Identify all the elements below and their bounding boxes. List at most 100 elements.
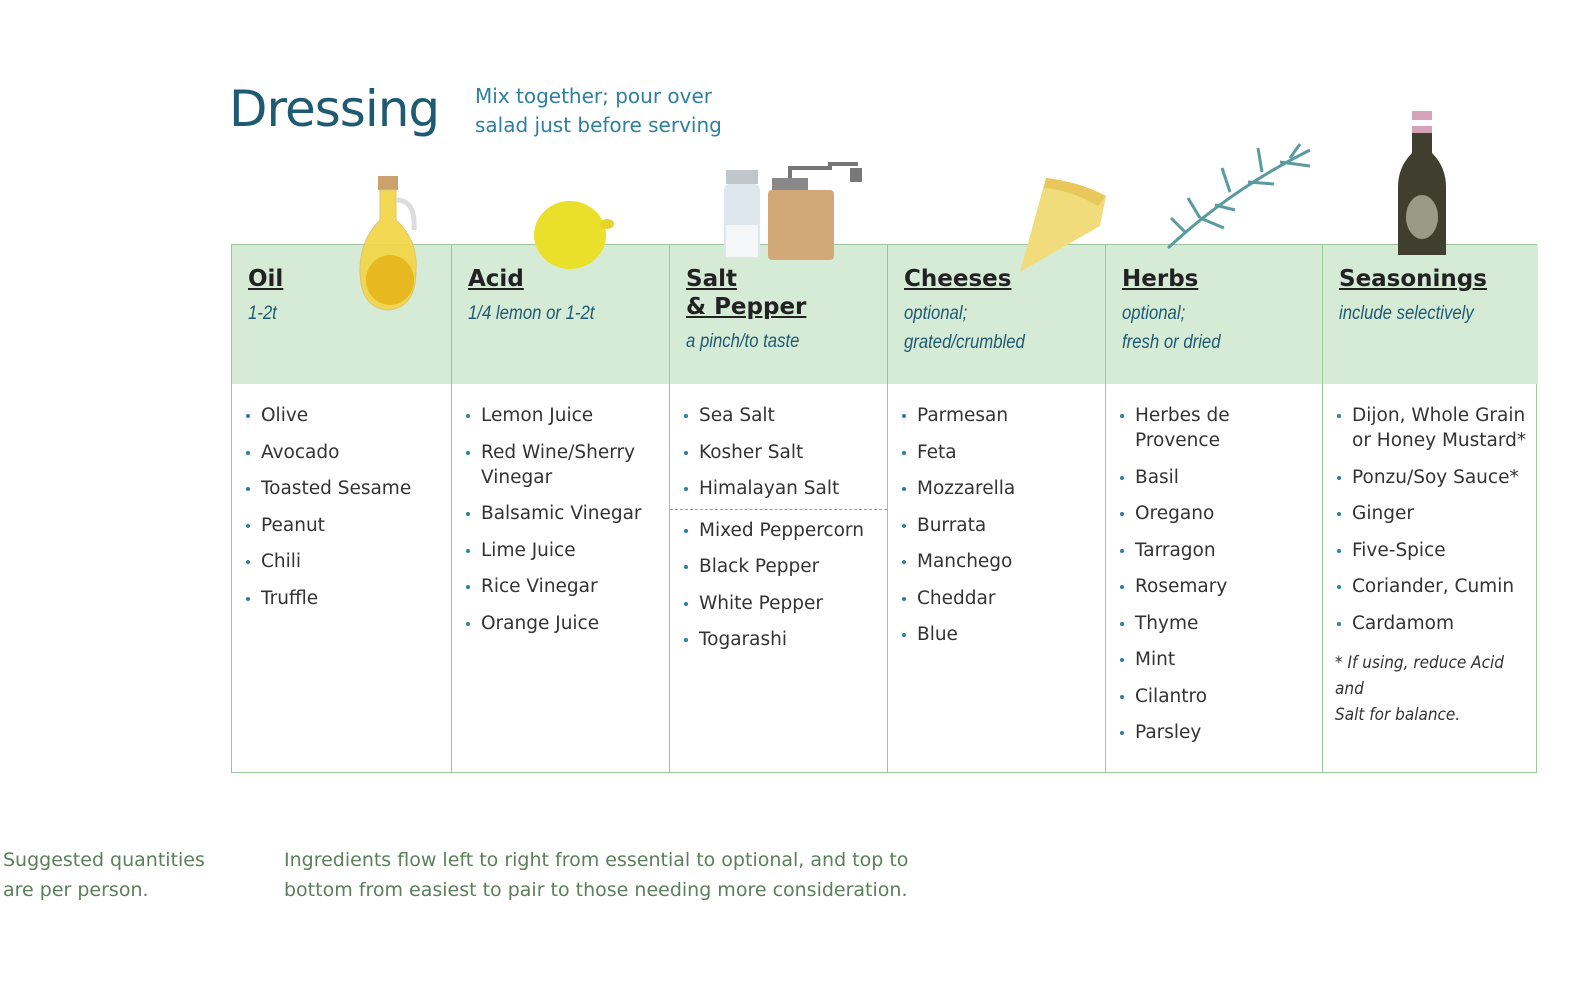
column-header: Salt & Pepper a pinch/to taste bbox=[670, 245, 887, 384]
column-title: Acid bbox=[468, 265, 669, 293]
column-note: a pinch/to taste bbox=[686, 327, 887, 356]
ingredient-list: Lemon Juice Red Wine/Sherry Vinegar Balsam… bbox=[452, 384, 669, 636]
footnote-line: Salt for balance. bbox=[1335, 704, 1461, 725]
ingredient: Burrata bbox=[900, 513, 1097, 538]
column: Cheeses optional; grated/crumbled Parmesan F… bbox=[887, 245, 1105, 772]
column-title-line: Cheeses bbox=[904, 266, 1012, 292]
ingredient: Herbes de Provence bbox=[1118, 403, 1314, 453]
ingredient: Balsamic Vinegar bbox=[464, 501, 661, 526]
column-title: Seasonings bbox=[1339, 265, 1538, 293]
ingredient: Mixed Peppercorn bbox=[682, 518, 879, 543]
column: Seasonings include selectively Dijon, Whol… bbox=[1322, 245, 1538, 772]
ingredient: Black Pepper bbox=[682, 554, 879, 579]
ingredient: Five-Spice bbox=[1335, 538, 1530, 563]
column-title: Cheeses bbox=[904, 265, 1105, 293]
column-title-line: Acid bbox=[468, 266, 524, 292]
column-note-line: a pinch/to taste bbox=[686, 331, 800, 352]
column-header: Acid 1/4 lemon or 1-2t bbox=[452, 245, 669, 384]
footer-note: Ingredients flow left to right from esse… bbox=[284, 845, 908, 905]
rosemary bbox=[1166, 143, 1311, 250]
footer-line: Ingredients flow left to right from esse… bbox=[284, 849, 909, 871]
footer-line: Suggested quantities bbox=[3, 849, 205, 871]
column-title-line: Oil bbox=[248, 266, 284, 292]
column-note: optional; fresh or dried bbox=[1122, 299, 1322, 357]
column: Oil 1-2t Olive Avocado Toasted Sesame Peanut C… bbox=[232, 245, 451, 772]
ingredient-list: Herbes de Provence Basil Oregano Tarragon Ro… bbox=[1106, 384, 1322, 745]
ingredient-list: Dijon, Whole Grain or Honey Mustard* Ponz… bbox=[1323, 384, 1538, 728]
footnote-line: * If using, reduce Acid and bbox=[1335, 652, 1504, 699]
ingredient: Lemon Juice bbox=[464, 403, 661, 428]
ingredient: Basil bbox=[1118, 465, 1314, 490]
ingredient: Oregano bbox=[1118, 501, 1314, 526]
ingredient: Truffle bbox=[244, 586, 443, 611]
column-header: Seasonings include selectively bbox=[1323, 245, 1538, 384]
ingredient: Kosher Salt bbox=[682, 440, 879, 465]
ingredient: Cardamom bbox=[1335, 611, 1530, 636]
ingredient: Olive bbox=[244, 403, 443, 428]
ingredient: Cilantro bbox=[1118, 684, 1314, 709]
footnote: * If using, reduce Acid and Salt for bala… bbox=[1335, 650, 1511, 728]
column-header: Herbs optional; fresh or dried bbox=[1106, 245, 1322, 384]
subtitle: Mix together; pour over salad just befor… bbox=[475, 82, 722, 140]
ingredient: Chili bbox=[244, 549, 443, 574]
column-note-line: 1/4 lemon or 1-2t bbox=[468, 303, 595, 324]
ingredient: Peanut bbox=[244, 513, 443, 538]
column-note: optional; grated/crumbled bbox=[904, 299, 1105, 357]
ingredient: Lime Juice bbox=[464, 538, 661, 563]
ingredient: Blue bbox=[900, 622, 1097, 647]
column-note-line: optional; bbox=[1122, 303, 1186, 324]
ingredient: Himalayan Salt bbox=[682, 476, 879, 501]
subtitle-line: Mix together; pour over bbox=[475, 84, 713, 108]
column-note: 1-2t bbox=[248, 299, 451, 328]
ingredient: Ginger bbox=[1335, 501, 1530, 526]
ingredient: Cheddar bbox=[900, 586, 1097, 611]
column-note-line: grated/crumbled bbox=[904, 332, 1025, 353]
seasoning-bottle bbox=[1398, 111, 1446, 255]
column-note-line: 1-2t bbox=[248, 303, 277, 324]
ingredient-table: Oil 1-2t Olive Avocado Toasted Sesame Peanut C… bbox=[231, 244, 1538, 773]
title: Dressing bbox=[229, 80, 440, 138]
column-note-line: fresh or dried bbox=[1122, 332, 1221, 353]
column-note: 1/4 lemon or 1-2t bbox=[468, 299, 669, 328]
ingredient: Manchego bbox=[900, 549, 1097, 574]
ingredient: Rosemary bbox=[1118, 574, 1314, 599]
ingredient: White Pepper bbox=[682, 591, 879, 616]
column-title-line: Salt bbox=[686, 266, 737, 292]
column-note: include selectively bbox=[1339, 299, 1538, 328]
ingredient: Parsley bbox=[1118, 720, 1314, 745]
subtitle-line: salad just before serving bbox=[475, 113, 722, 137]
ingredient: Thyme bbox=[1118, 611, 1314, 636]
column-title: Oil bbox=[248, 265, 451, 293]
ingredient: Coriander, Cumin bbox=[1335, 574, 1530, 599]
ingredient: Mozzarella bbox=[900, 476, 1097, 501]
ingredient: Parmesan bbox=[900, 403, 1097, 428]
column-note-line: include selectively bbox=[1339, 303, 1474, 324]
column-title: Salt & Pepper bbox=[686, 265, 887, 321]
ingredient: Avocado bbox=[244, 440, 443, 465]
column-header: Oil 1-2t bbox=[232, 245, 451, 384]
ingredient: Ponzu/Soy Sauce* bbox=[1335, 465, 1530, 490]
ingredient: Feta bbox=[900, 440, 1097, 465]
column-title-line: & Pepper bbox=[686, 294, 807, 320]
divider bbox=[670, 508, 887, 510]
ingredient: Sea Salt bbox=[682, 403, 879, 428]
ingredient: Toasted Sesame bbox=[244, 476, 443, 501]
column-note-line: optional; bbox=[904, 303, 968, 324]
ingredient: Mint bbox=[1118, 647, 1314, 672]
ingredient: Togarashi bbox=[682, 627, 879, 652]
column-header: Cheeses optional; grated/crumbled bbox=[888, 245, 1105, 384]
ingredient-list: Sea Salt Kosher Salt Himalayan Salt Mixed P… bbox=[670, 384, 887, 652]
column-title-line: Herbs bbox=[1122, 266, 1199, 292]
ingredient-list: Olive Avocado Toasted Sesame Peanut Chili Tru… bbox=[232, 384, 451, 611]
footer-line: bottom from easiest to pair to those nee… bbox=[284, 879, 908, 901]
column: Salt & Pepper a pinch/to taste Sea Salt Kosh… bbox=[669, 245, 887, 772]
column-title: Herbs bbox=[1122, 265, 1322, 293]
ingredient: Red Wine/Sherry Vinegar bbox=[464, 440, 661, 490]
ingredient: Rice Vinegar bbox=[464, 574, 661, 599]
column: Acid 1/4 lemon or 1-2t Lemon Juice Red Wine… bbox=[451, 245, 669, 772]
footer-line: are per person. bbox=[3, 879, 149, 901]
ingredient: Dijon, Whole Grain or Honey Mustard* bbox=[1335, 403, 1530, 453]
column-title-line: Seasonings bbox=[1339, 266, 1487, 292]
ingredient-list: Parmesan Feta Mozzarella Burrata Manchego Che… bbox=[888, 384, 1105, 647]
